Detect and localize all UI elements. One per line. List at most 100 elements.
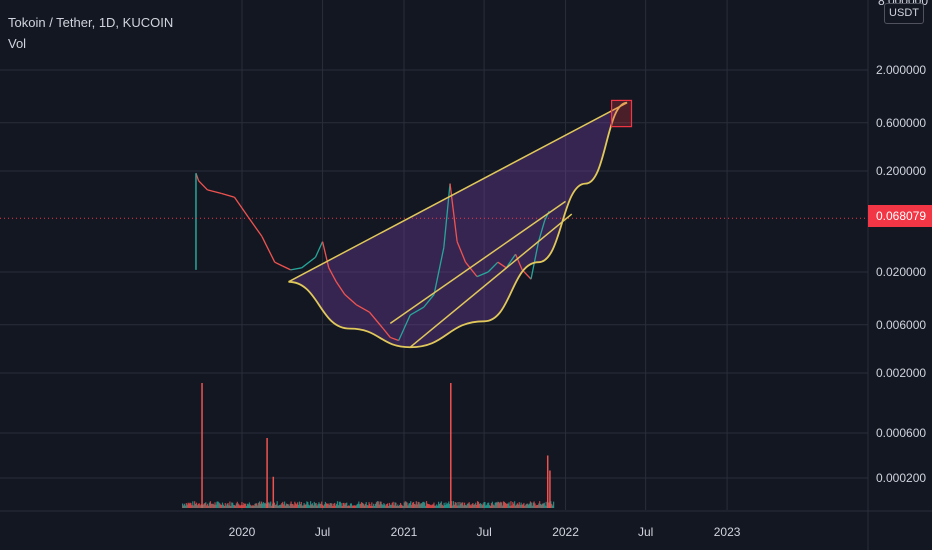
volume-bar (475, 502, 477, 508)
drawing-overlay[interactable] (0, 99, 868, 349)
volume-bar (466, 503, 468, 508)
volume-bar (410, 501, 412, 508)
volume-bar (448, 501, 450, 508)
volume-bar (301, 505, 303, 508)
price-segment (521, 269, 532, 280)
volume-bar (456, 505, 458, 508)
volume-bar (254, 503, 256, 508)
volume-bar (381, 504, 383, 508)
volume-bar (323, 504, 326, 508)
volume-bar (498, 502, 500, 508)
volume-bar (288, 505, 290, 508)
volume-bar (356, 504, 358, 508)
volume-bar (279, 504, 281, 508)
volume-bar (213, 504, 215, 508)
volume-bar (451, 505, 454, 508)
volume-bar (385, 505, 387, 508)
volume-bar (276, 501, 278, 508)
volume-bar (435, 505, 437, 508)
volume-bar (496, 502, 498, 508)
volume-bar (297, 504, 300, 508)
volume-bar (373, 505, 376, 508)
volume-bar (479, 503, 481, 508)
volume-bar (253, 505, 255, 508)
volume-bar (182, 505, 185, 508)
volume-bar (484, 502, 486, 508)
volume-bar (464, 504, 467, 508)
volume-bar (194, 501, 196, 508)
volume-bar (230, 505, 232, 508)
volume-bar (425, 501, 428, 508)
volume-bar (222, 504, 225, 508)
volume-bar (514, 501, 516, 508)
volume-bar (340, 503, 342, 508)
volume-bar (421, 503, 423, 508)
volume-bar (382, 505, 384, 508)
volume-bar (407, 505, 409, 508)
volume-bar (491, 501, 493, 508)
volume-bar (302, 505, 304, 508)
volume-bar (208, 502, 211, 508)
y-tick-label: 0.600000 (876, 116, 926, 130)
volume-bar (296, 504, 298, 508)
time-axis[interactable]: 2020 Jul 2021 Jul 2022 Jul 2023 (229, 525, 741, 539)
volume-bar (470, 505, 472, 508)
volume-bar (234, 505, 237, 508)
volume-bar (185, 503, 187, 508)
volume-bar (441, 504, 443, 508)
cup-fill (288, 102, 628, 348)
volume-bar (248, 502, 250, 508)
symbol-title[interactable]: Tokoin / Tether, 1D, KUCOIN (8, 15, 174, 30)
y-tick-label: 2.000000 (876, 63, 926, 77)
volume-bar (260, 501, 263, 508)
volume-bar (271, 505, 273, 508)
volume-bar (438, 503, 441, 508)
volume-bar (412, 502, 414, 508)
volume-bar (416, 504, 418, 508)
volume-bar (343, 502, 345, 508)
volume-bar (489, 505, 491, 508)
volume-bar (493, 505, 495, 508)
volume-bar (371, 502, 373, 508)
volume-bar (389, 504, 391, 508)
currency-badge[interactable]: USDT (884, 3, 924, 24)
volume-bar (442, 505, 444, 508)
volume-bar (270, 501, 272, 508)
price-segment (282, 265, 291, 271)
price-axis[interactable]: 2.000000 0.600000 0.200000 0.020000 0.006000… (876, 63, 926, 485)
volume-bar (462, 502, 464, 508)
volume-bar (331, 503, 333, 508)
volume-bar (497, 501, 499, 508)
volume-label[interactable]: Vol (8, 36, 27, 51)
volume-bar (478, 503, 480, 508)
volume-bar (330, 503, 332, 508)
volume-bar (515, 504, 518, 508)
volume-bar (463, 502, 466, 508)
volume-bar (472, 503, 474, 508)
volume-bar (372, 505, 374, 508)
volume-bar (541, 503, 544, 508)
volume-bar (262, 502, 264, 508)
volume-bar (417, 501, 419, 508)
volume-bar (495, 502, 497, 508)
volume-bar (281, 503, 283, 508)
volume-bar (395, 502, 397, 508)
price-segment (409, 306, 425, 316)
volume-spike (201, 383, 203, 508)
volume-bar (430, 505, 432, 508)
volume-bar (334, 502, 336, 508)
volume-bar (473, 504, 475, 508)
volume-bar (261, 503, 263, 508)
volume-spike (272, 476, 275, 508)
volume-bar (406, 502, 408, 508)
volume-bar (536, 504, 538, 508)
volume-bar (508, 502, 510, 508)
volume-spike (546, 455, 549, 508)
volume-bar (297, 502, 299, 508)
volume-bar (369, 504, 371, 508)
volume-bar (535, 505, 537, 508)
volume-bar (517, 504, 519, 508)
volume-bar (273, 502, 276, 508)
volume-bar (404, 501, 406, 508)
